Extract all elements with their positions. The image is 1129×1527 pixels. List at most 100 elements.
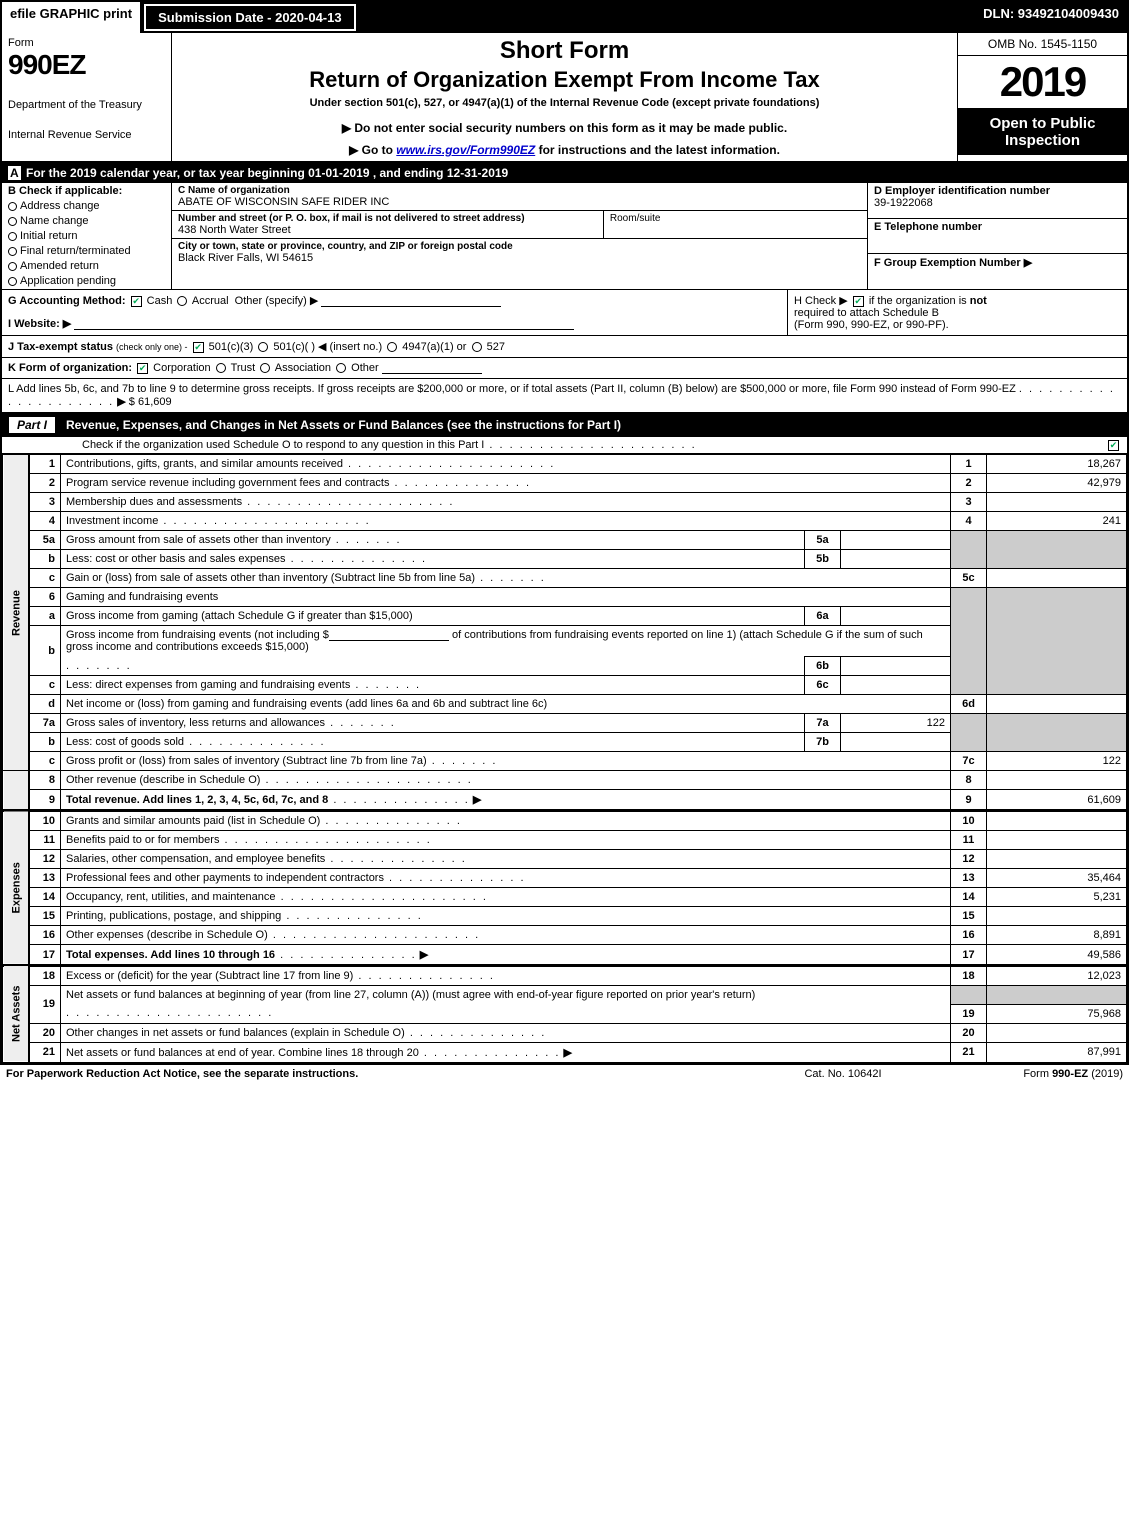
- website-blank[interactable]: [74, 318, 574, 330]
- form-number: 990EZ: [8, 49, 165, 81]
- table-row: 4 Investment income 4 241: [3, 512, 1127, 531]
- line-desc: Less: cost or other basis and sales expe…: [61, 550, 805, 569]
- line-amount: 61,609: [987, 790, 1127, 810]
- line-text: Membership dues and assessments: [66, 496, 242, 508]
- b-initial-return[interactable]: Initial return: [8, 230, 165, 242]
- f-label: F Group Exemption Number ▶: [874, 256, 1121, 269]
- c-city-row: City or town, state or province, country…: [172, 239, 867, 267]
- line-text: Less: cost of goods sold: [66, 736, 184, 748]
- line-desc: Gain or (loss) from sale of assets other…: [61, 569, 951, 588]
- j-o2: 501(c)( ) ◀ (insert no.): [273, 341, 382, 353]
- grey-cell: [951, 714, 987, 752]
- table-row: Revenue 1 Contributions, gifts, grants, …: [3, 455, 1127, 474]
- g-accounting: G Accounting Method: Cash Accrual Other …: [8, 294, 781, 307]
- period-text: For the 2019 calendar year, or tax year …: [26, 166, 508, 180]
- line-rnum: 6d: [951, 695, 987, 714]
- table-row: 13 Professional fees and other payments …: [3, 869, 1127, 888]
- line-desc: [61, 1004, 951, 1023]
- line-rnum: 19: [951, 1004, 987, 1023]
- line-desc: Professional fees and other payments to …: [61, 869, 951, 888]
- b-application-pending[interactable]: Application pending: [8, 275, 165, 287]
- k-assoc-radio[interactable]: [260, 363, 270, 373]
- dots-icon: [484, 439, 696, 451]
- line-num: 11: [29, 831, 61, 850]
- k-trust-radio[interactable]: [216, 363, 226, 373]
- footer-center: Cat. No. 10642I: [763, 1068, 923, 1080]
- table-row: c Gain or (loss) from sale of assets oth…: [3, 569, 1127, 588]
- line-text: Program service revenue including govern…: [66, 477, 389, 489]
- under-section: Under section 501(c), 527, or 4947(a)(1)…: [180, 97, 949, 109]
- header-right: OMB No. 1545-1150 2019 Open to Public In…: [957, 33, 1127, 161]
- dept-treasury: Department of the Treasury: [8, 99, 165, 111]
- line-desc: Grants and similar amounts paid (list in…: [61, 811, 951, 831]
- efile-print-label[interactable]: efile GRAPHIC print: [2, 2, 142, 33]
- amount-blank[interactable]: [329, 629, 449, 641]
- line-amount: 8,891: [987, 926, 1127, 945]
- dots-icon: [328, 794, 470, 806]
- j-501c-radio[interactable]: [258, 342, 268, 352]
- j-501c3-check[interactable]: [193, 342, 204, 353]
- line-num: c: [29, 752, 61, 771]
- inner-num: 7a: [805, 714, 841, 733]
- cash-checkbox[interactable]: [131, 296, 142, 307]
- k-label: K Form of organization:: [8, 362, 132, 374]
- line-num: 8: [29, 771, 61, 790]
- line-text: Net assets or fund balances at end of ye…: [66, 1047, 419, 1059]
- revenue-side-continuation: [3, 771, 29, 810]
- b-amended-return[interactable]: Amended return: [8, 260, 165, 272]
- dots-icon: [66, 660, 132, 672]
- line-desc: Net assets or fund balances at beginning…: [61, 986, 951, 1005]
- h-checkbox[interactable]: [853, 296, 864, 307]
- line-num: 10: [29, 811, 61, 831]
- b-item-label: Amended return: [20, 260, 99, 272]
- line-amount: 12,023: [987, 966, 1127, 986]
- schedule-o-checkbox[interactable]: [1108, 440, 1119, 451]
- k-corp-check[interactable]: [137, 363, 148, 374]
- line-amount: 49,586: [987, 945, 1127, 965]
- circle-icon: [8, 277, 17, 286]
- j-527-radio[interactable]: [472, 342, 482, 352]
- j-4947-radio[interactable]: [387, 342, 397, 352]
- dots-icon: [260, 774, 472, 786]
- table-row: 6 Gaming and fundraising events: [3, 588, 1127, 607]
- table-row: 9 Total revenue. Add lines 1, 2, 3, 4, 5…: [3, 790, 1127, 810]
- b-name-change[interactable]: Name change: [8, 215, 165, 227]
- dots-icon: [350, 679, 421, 691]
- accrual-radio[interactable]: [177, 296, 187, 306]
- line-text: Less: cost or other basis and sales expe…: [66, 553, 286, 565]
- b-item-label: Name change: [20, 215, 89, 227]
- irs-link[interactable]: www.irs.gov/Form990EZ: [396, 143, 535, 157]
- line-text: Gross profit or (loss) from sales of inv…: [66, 755, 427, 767]
- line-amount: [987, 831, 1127, 850]
- dots-icon: [276, 891, 488, 903]
- b-final-return[interactable]: Final return/terminated: [8, 245, 165, 257]
- footer-right: Form 990-EZ (2019): [923, 1068, 1123, 1080]
- section-b: B Check if applicable: Address change Na…: [2, 183, 172, 289]
- k-other-blank[interactable]: [382, 362, 482, 374]
- line-desc: Gross amount from sale of assets other t…: [61, 531, 805, 550]
- k-other-radio[interactable]: [336, 363, 346, 373]
- table-row: 12 Salaries, other compensation, and emp…: [3, 850, 1127, 869]
- j-rest: (check only one) -: [116, 342, 188, 352]
- line-desc: Benefits paid to or for members: [61, 831, 951, 850]
- line-text: Professional fees and other payments to …: [66, 872, 384, 884]
- revenue-table: Revenue 1 Contributions, gifts, grants, …: [2, 454, 1127, 810]
- line-num: 13: [29, 869, 61, 888]
- other-blank[interactable]: [321, 295, 501, 307]
- expenses-table: Expenses 10 Grants and similar amounts p…: [2, 810, 1127, 965]
- line-rnum: 9: [951, 790, 987, 810]
- h-text4: (Form 990, 990-EZ, or 990-PF).: [794, 319, 949, 331]
- g-label: G Accounting Method:: [8, 295, 126, 307]
- h-text2: if the organization is: [869, 295, 970, 307]
- line-num: 16: [29, 926, 61, 945]
- b-address-change[interactable]: Address change: [8, 200, 165, 212]
- line-text: Salaries, other compensation, and employ…: [66, 853, 325, 865]
- line-rnum: 1: [951, 455, 987, 474]
- line-desc: Excess or (deficit) for the year (Subtra…: [61, 966, 951, 986]
- part1-title: Revenue, Expenses, and Changes in Net As…: [66, 418, 621, 432]
- circle-icon: [8, 217, 17, 226]
- inner-val: [841, 607, 951, 626]
- line-num: b: [29, 733, 61, 752]
- table-row: 3 Membership dues and assessments 3: [3, 493, 1127, 512]
- line-amount: 42,979: [987, 474, 1127, 493]
